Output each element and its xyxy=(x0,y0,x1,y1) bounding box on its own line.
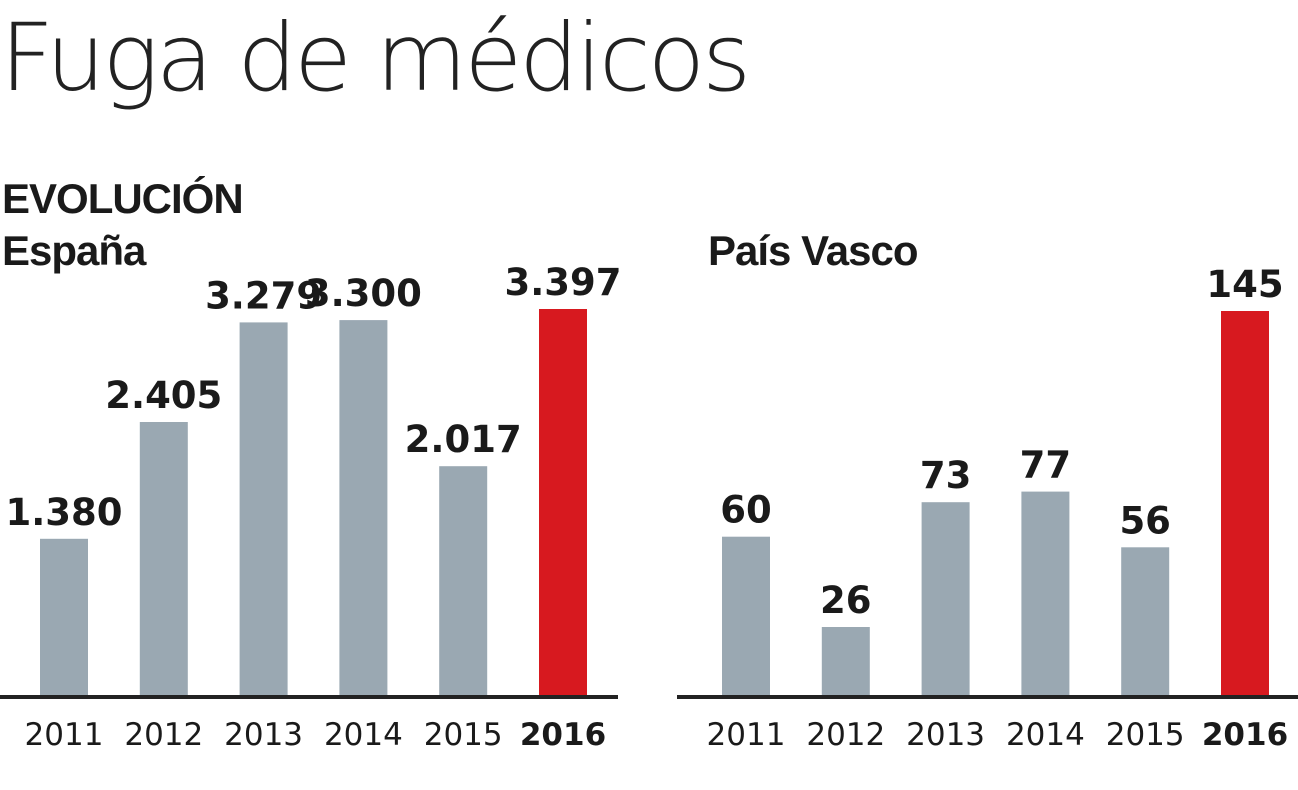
chart-title-pais-vasco: País Vasco xyxy=(708,227,918,274)
value-label-pais-vasco-2013: 73 xyxy=(920,454,972,497)
bar-espana-2016 xyxy=(539,309,587,696)
page-title: Fuga de médicos xyxy=(0,4,751,113)
value-label-pais-vasco-2014: 77 xyxy=(1020,444,1072,487)
value-label-pais-vasco-2011: 60 xyxy=(720,489,772,532)
x-tick-label-espana-2016: 2016 xyxy=(520,717,606,753)
bar-pais-vasco-2015 xyxy=(1121,547,1170,696)
value-label-espana-2012: 2.405 xyxy=(105,374,222,417)
bar-pais-vasco-2013 xyxy=(921,502,970,696)
value-label-espana-2014: 3.300 xyxy=(305,272,422,315)
value-label-pais-vasco-2016: 145 xyxy=(1206,263,1283,306)
x-tick-label-pais-vasco-2012: 2012 xyxy=(806,717,885,753)
bar-pais-vasco-2012 xyxy=(821,627,870,696)
value-label-espana-2011: 1.380 xyxy=(5,491,122,534)
x-tick-label-pais-vasco-2014: 2014 xyxy=(1006,717,1085,753)
value-label-espana-2015: 2.017 xyxy=(405,418,522,461)
section-label: EVOLUCIÓN xyxy=(2,175,244,222)
x-tick-label-espana-2014: 2014 xyxy=(324,717,403,753)
bar-espana-2012 xyxy=(139,422,188,696)
bar-espana-2013 xyxy=(239,322,288,696)
value-label-pais-vasco-2015: 56 xyxy=(1119,499,1171,542)
value-label-pais-vasco-2012: 26 xyxy=(820,579,872,622)
value-label-espana-2016: 3.397 xyxy=(504,261,621,304)
x-tick-label-espana-2015: 2015 xyxy=(424,717,503,753)
x-tick-label-espana-2011: 2011 xyxy=(25,717,104,753)
x-tick-label-espana-2012: 2012 xyxy=(124,717,203,753)
x-tick-label-pais-vasco-2015: 2015 xyxy=(1106,717,1185,753)
x-tick-label-espana-2013: 2013 xyxy=(224,717,303,753)
chart-title-espana: España xyxy=(2,227,146,274)
bar-espana-2015 xyxy=(439,466,488,696)
bar-pais-vasco-2014 xyxy=(1021,491,1070,696)
x-tick-label-pais-vasco-2011: 2011 xyxy=(707,717,786,753)
x-tick-label-pais-vasco-2013: 2013 xyxy=(906,717,985,753)
x-tick-label-pais-vasco-2016: 2016 xyxy=(1202,717,1288,753)
bar-pais-vasco-2011 xyxy=(722,536,770,696)
bar-pais-vasco-2016 xyxy=(1221,311,1269,696)
value-label-espana-2013: 3.279 xyxy=(205,274,322,317)
bar-espana-2011 xyxy=(40,538,88,696)
bar-espana-2014 xyxy=(339,320,388,696)
